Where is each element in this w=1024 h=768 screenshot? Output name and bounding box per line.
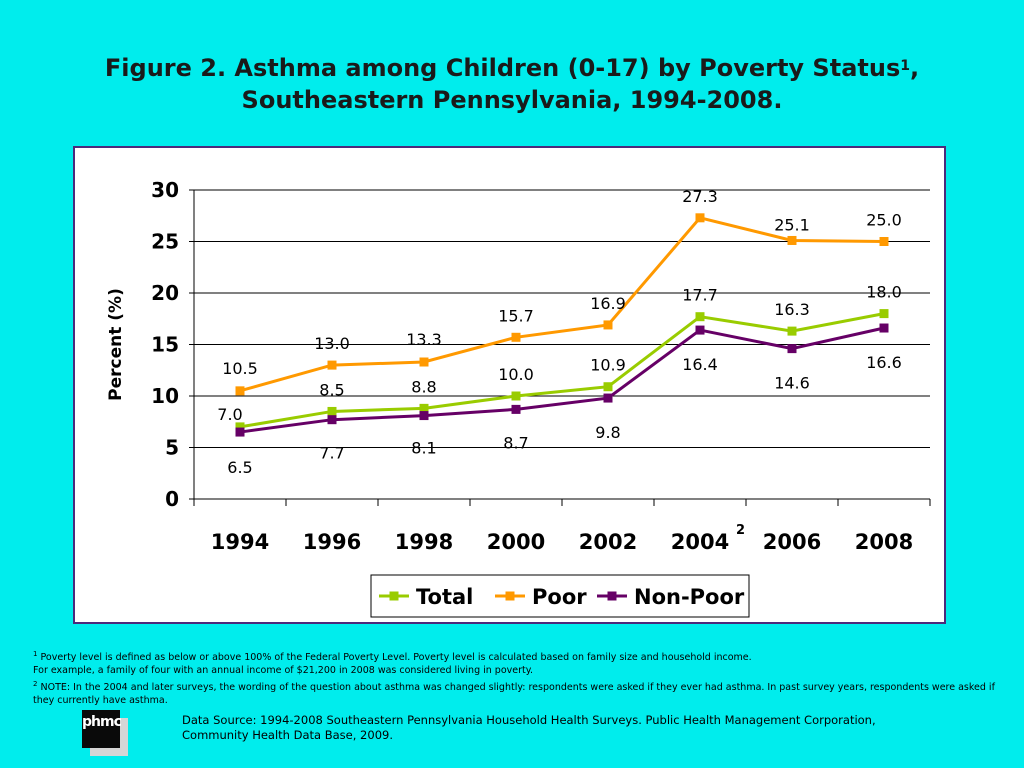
data-label: 15.7 [498, 306, 534, 325]
data-point [419, 357, 429, 367]
series-line [239, 312, 885, 429]
data-point [511, 404, 521, 414]
data-label: 25.1 [774, 215, 810, 234]
legend-swatch-marker [607, 591, 617, 601]
legend-poor-label: Poor [532, 585, 587, 609]
x-tick-label: 2000 [487, 530, 545, 554]
data-point [603, 393, 613, 403]
data-point [787, 344, 797, 354]
data-label: 6.5 [227, 458, 252, 477]
data-label: 16.3 [774, 300, 810, 319]
data-point [327, 406, 337, 416]
data-label: 8.8 [411, 377, 436, 396]
data-label: 10.0 [498, 365, 534, 384]
data-point [695, 325, 705, 335]
data-label: 16.9 [590, 294, 626, 313]
chart-title: Figure 2. Asthma among Children (0-17) b… [0, 52, 1024, 116]
data-label: 8.1 [411, 439, 436, 458]
series-line [239, 216, 885, 393]
data-label: 10.9 [590, 356, 626, 375]
data-point [787, 235, 797, 245]
title-footnote-mark: 1 [900, 58, 910, 74]
data-label: 17.7 [682, 286, 718, 305]
data-point [327, 415, 337, 425]
data-label: 18.0 [866, 283, 902, 302]
data-label: 14.6 [774, 374, 810, 393]
data-point [235, 427, 245, 437]
data-label: 25.0 [866, 211, 902, 230]
data-label: 9.8 [595, 423, 620, 442]
footnote-1: 1 Poverty level is defined as below or a… [33, 648, 998, 664]
data-point [511, 332, 521, 342]
x-tick-label: 1996 [303, 530, 361, 554]
y-axis-label: Percent (%) [106, 288, 126, 401]
data-label: 7.0 [217, 405, 242, 424]
data-label: 16.4 [682, 355, 718, 374]
data-point [235, 422, 245, 432]
series-line [239, 326, 885, 434]
footnote-1-text: Poverty level is defined as below or abo… [37, 652, 752, 664]
data-label: 13.3 [406, 330, 442, 349]
x-tick-label: 2004 [671, 530, 729, 554]
logo-lettering: phmc [82, 714, 122, 730]
chart-frame: 0 5 10 15 20 25 30 1994 1996 1998 2000 2002 2004 2 200… [73, 146, 946, 624]
footnote-2: 2 NOTE: In the 2004 and later surveys, t… [33, 678, 998, 708]
data-label: 8.5 [319, 380, 344, 399]
title-line1-end: , [909, 54, 920, 82]
title-line1: Figure 2. Asthma among Children (0-17) b… [104, 54, 901, 82]
footnote-2-text: NOTE: In the 2004 and later surveys, the… [33, 681, 995, 706]
y-tick-label: 15 [151, 333, 179, 357]
x-tick-label: 2002 [579, 530, 637, 554]
x-tick-label: 1998 [395, 530, 453, 554]
legend [370, 574, 750, 618]
footnote-1-example: For example, a family of four with an an… [33, 665, 534, 677]
y-tick-label: 0 [165, 487, 179, 511]
footnote-2-mark: 2 [33, 679, 38, 688]
footnote-1-mark: 1 [33, 650, 38, 658]
legend-swatch-marker [389, 591, 399, 601]
legend-swatch-marker [505, 591, 515, 601]
data-point [879, 309, 889, 319]
y-tick-label: 10 [151, 384, 179, 408]
y-tick-label: 20 [151, 281, 179, 305]
y-tick-label: 25 [151, 230, 179, 254]
data-point [695, 213, 705, 223]
data-point [603, 382, 613, 392]
data-point [419, 411, 429, 421]
data-point [879, 323, 889, 333]
data-point [235, 386, 245, 396]
data-label: 13.0 [314, 334, 350, 353]
data-point [327, 360, 337, 370]
x-tick-label: 2006 [763, 530, 821, 554]
phmc-logo: phmc [82, 710, 122, 748]
data-label: 7.7 [319, 444, 344, 463]
data-point [879, 237, 889, 246]
data-point [511, 391, 521, 401]
legend-total-label: Total [416, 585, 473, 609]
footnotes: 1 Poverty level is defined as below or a… [33, 648, 998, 707]
line-chart: 0 5 10 15 20 25 30 1994 1996 1998 2000 2002 2004 2 200… [106, 178, 931, 618]
data-point [603, 320, 613, 330]
data-label: 8.7 [503, 433, 528, 452]
data-source: Data Source: 1994-2008 Southeastern Penn… [182, 713, 876, 742]
legend-non-poor-label: Non-Poor [634, 585, 745, 609]
title-line2: Southeastern Pennsylvania, 1994-2008. [241, 86, 783, 114]
data-point [419, 403, 429, 413]
y-tick-label: 5 [165, 436, 179, 460]
data-label: 10.5 [222, 359, 258, 378]
x-tick-label: 1994 [211, 530, 269, 554]
x-tick-footnote-mark: 2 [736, 523, 745, 538]
x-tick-label: 2008 [855, 530, 913, 554]
data-point [695, 312, 705, 322]
data-label: 16.6 [866, 353, 902, 372]
data-point [787, 326, 797, 336]
y-tick-label: 30 [151, 178, 179, 202]
data-label: 27.3 [682, 187, 718, 206]
